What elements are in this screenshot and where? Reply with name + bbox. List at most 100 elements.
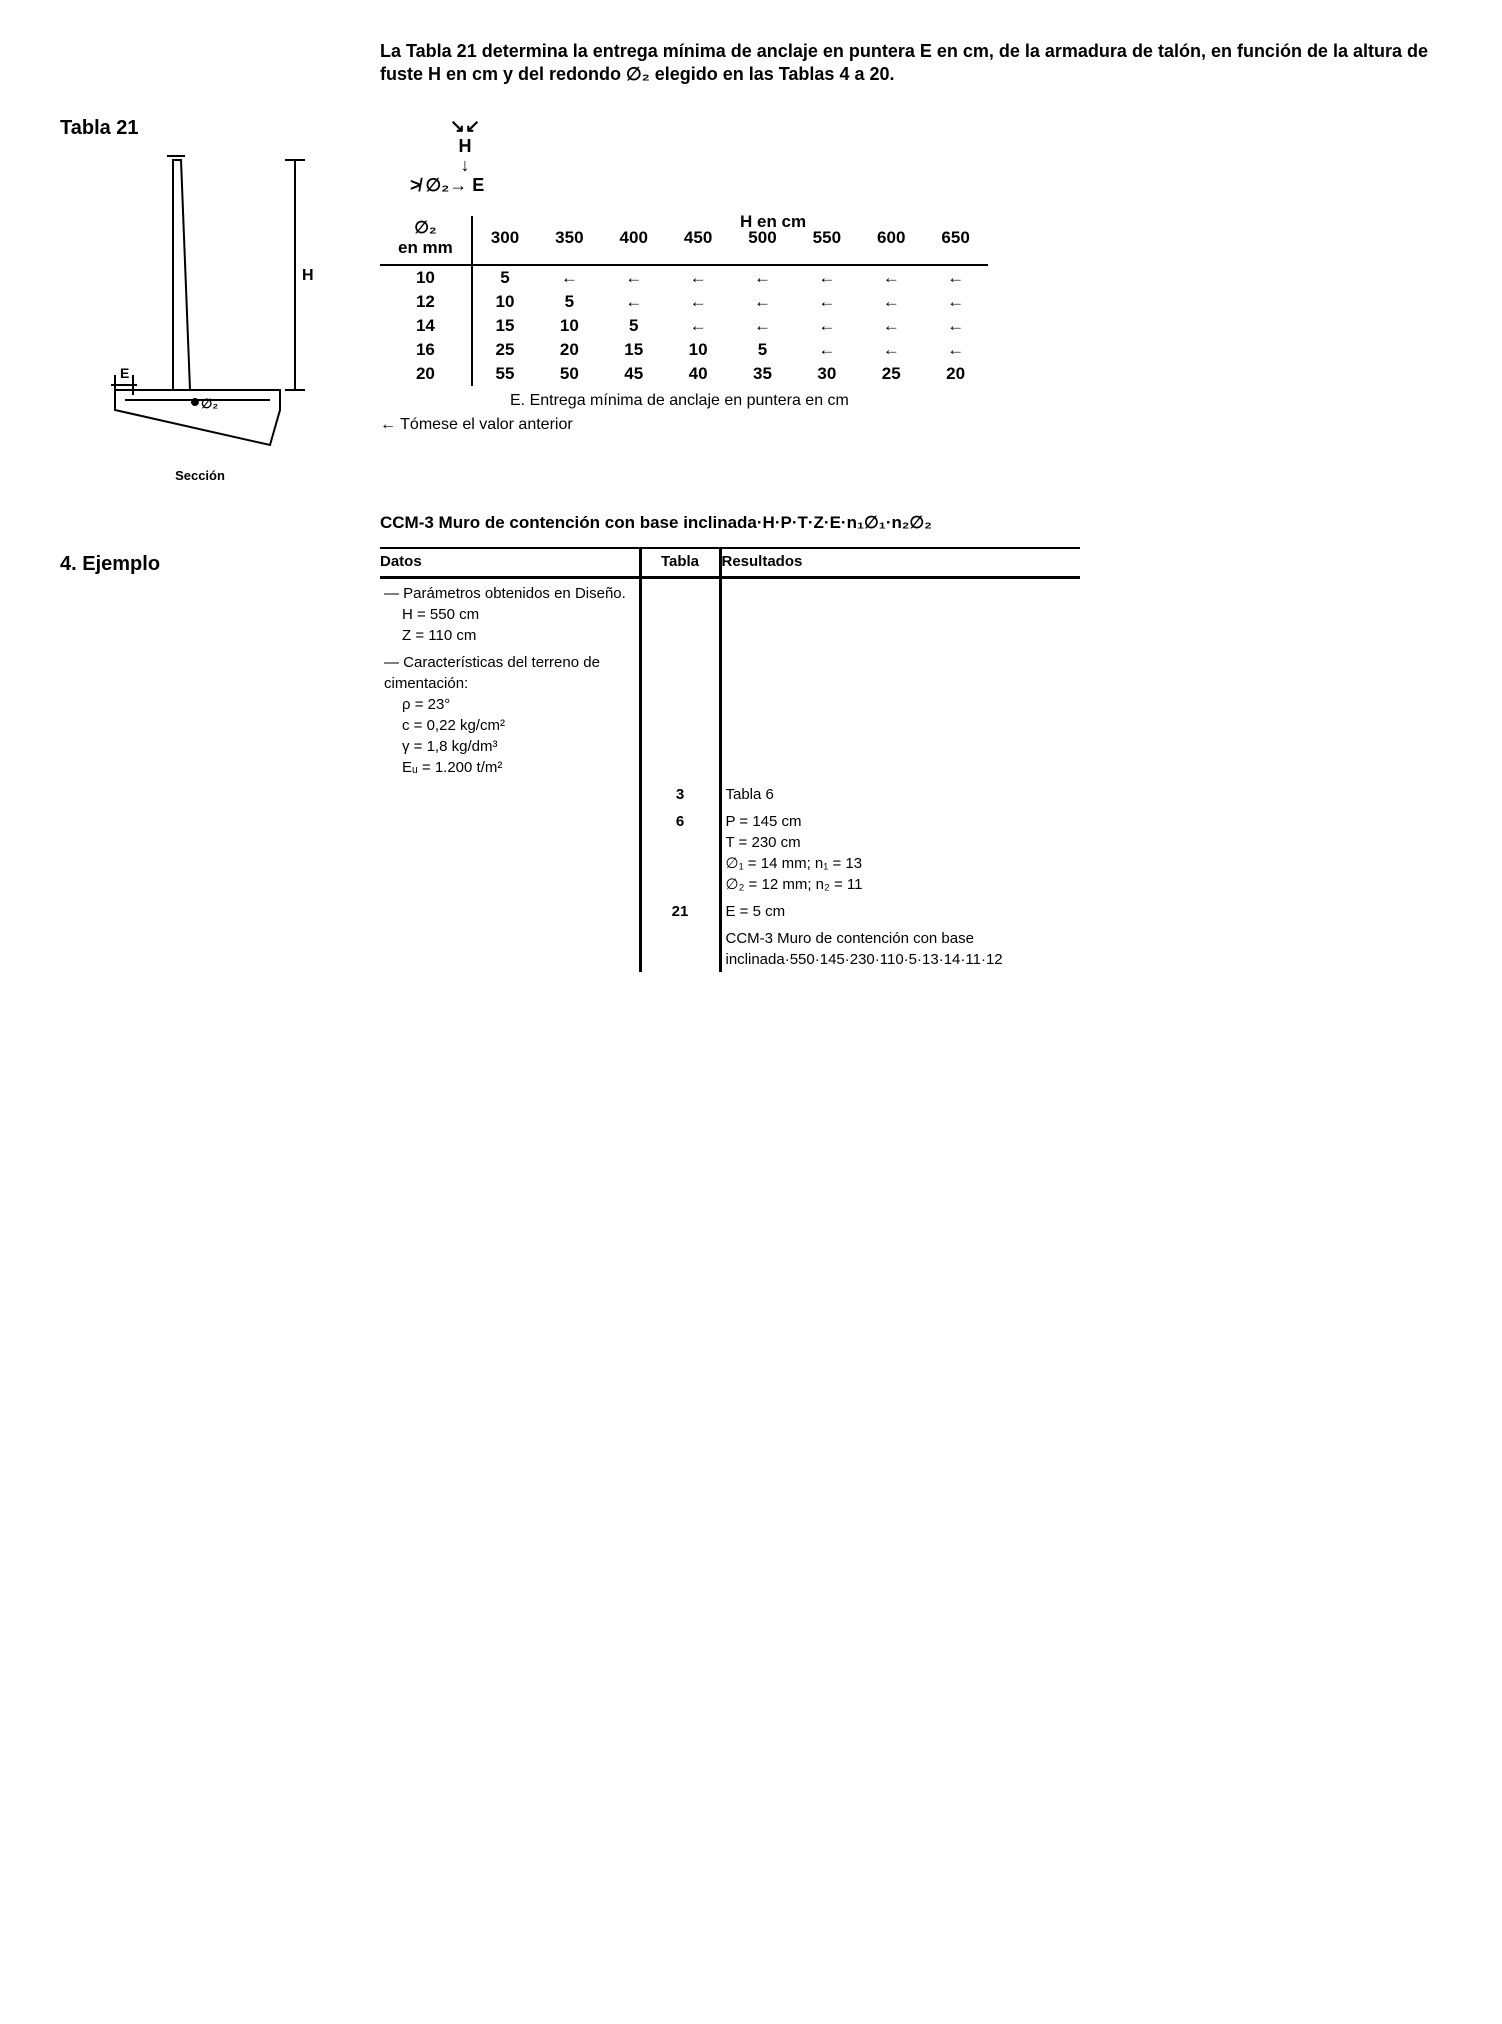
table-row: 21 E = 5 cm (380, 897, 1080, 924)
ej-header-result: Resultados (720, 548, 1080, 578)
ej-final-l2: inclinada·550·145·230·110·5·13·14·11·12 (726, 949, 1071, 970)
cell: 55 (472, 362, 537, 386)
cell: ← (795, 338, 859, 362)
intro-paragraph: La Tabla 21 determina la entrega mínima … (380, 40, 1442, 87)
ej-header-datos: Datos (380, 548, 640, 578)
cell: ← (795, 314, 859, 338)
tabla21-heading: Tabla 21 (60, 117, 340, 140)
svg-label-E: E (120, 365, 129, 381)
col-650: 650 (923, 216, 987, 265)
table-row: CCM-3 Muro de contención con base inclin… (380, 924, 1080, 972)
datos-b1-l2: Z = 110 cm (384, 625, 629, 646)
table-row: 12105←←←←←← (380, 290, 988, 314)
table-row: 105←←←←←←← (380, 265, 988, 290)
h-arrow-diagram: ↘↙ H ↓ ≯ ∅₂→ E (410, 117, 1442, 196)
cell: ← (859, 314, 923, 338)
cell: 25 (472, 338, 537, 362)
cell: ← (730, 290, 794, 314)
section-diagram: H E ∅₂ (85, 150, 315, 460)
cell: 20 (537, 338, 601, 362)
datos-block2-title: Características del terreno de cimentaci… (384, 654, 600, 692)
ej-row6-l3: ∅₁ = 14 mm; n₁ = 13 (726, 853, 1071, 874)
table-row: 6 P = 145 cm T = 230 cm ∅₁ = 14 mm; n₁ =… (380, 807, 1080, 897)
cell: 35 (730, 362, 794, 386)
ej-row6-l4: ∅₂ = 12 mm; n₂ = 11 (726, 874, 1071, 895)
cell: ← (730, 265, 794, 290)
col-450: 450 (666, 216, 730, 265)
cell: 25 (859, 362, 923, 386)
svg-label-H: H (302, 267, 314, 284)
row-header-14: 14 (380, 314, 472, 338)
ejemplo-title: CCM-3 Muro de contención con base inclin… (380, 513, 1442, 533)
cell: ← (537, 265, 601, 290)
cell: ← (602, 290, 666, 314)
cell: 5 (472, 265, 537, 290)
ej-row3-tabla: 3 (640, 780, 720, 807)
row-header-10: 10 (380, 265, 472, 290)
cell: 45 (602, 362, 666, 386)
table21-caption: E. Entrega mínima de anclaje en puntera … (510, 392, 1442, 410)
h-diag-l2: H (410, 137, 520, 157)
cell: ← (859, 290, 923, 314)
col-400: 400 (602, 216, 666, 265)
ejemplo-table: Datos Tabla Resultados Parámetros obteni… (380, 547, 1080, 972)
cell: 10 (472, 290, 537, 314)
cell: ← (923, 265, 987, 290)
tabla21-data-table: ∅₂ en mm 300 350 400 450 500 550 600 650… (380, 216, 988, 386)
cell: ← (602, 265, 666, 290)
ej-row6-l1: P = 145 cm (726, 811, 1071, 832)
cell: ← (795, 265, 859, 290)
table-row: 16252015105←←← (380, 338, 988, 362)
row-header-16: 16 (380, 338, 472, 362)
cell: 15 (472, 314, 537, 338)
cell: 15 (602, 338, 666, 362)
datos-b2-l3: γ = 1,8 kg/dm³ (384, 736, 629, 757)
datos-block1-title: Parámetros obtenidos en Diseño. (384, 585, 626, 602)
ej-row3-result: Tabla 6 (720, 780, 1080, 807)
cell: ← (923, 290, 987, 314)
ej-header-tabla: Tabla (640, 548, 720, 578)
col-350: 350 (537, 216, 601, 265)
ej-row6-l2: T = 230 cm (726, 832, 1071, 853)
cell: ← (859, 338, 923, 362)
table-row: 205550454035302520 (380, 362, 988, 386)
ej-final-l1: CCM-3 Muro de contención con base (726, 928, 1071, 949)
h-diag-l3: ↓ (410, 156, 520, 176)
svg-label-phi2: ∅₂ (201, 396, 218, 411)
cell: ← (923, 338, 987, 362)
cell: ← (859, 265, 923, 290)
col-600: 600 (859, 216, 923, 265)
cell: 20 (923, 362, 987, 386)
cell: ← (666, 314, 730, 338)
datos-b2-l2: c = 0,22 kg/cm² (384, 715, 629, 736)
table-row: Parámetros obtenidos en Diseño. H = 550 … (380, 577, 1080, 648)
cell: ← (730, 314, 794, 338)
datos-b2-l1: ρ = 23° (384, 694, 629, 715)
datos-b2-l4: Eᵤ = 1.200 t/m² (384, 757, 629, 778)
cell: 40 (666, 362, 730, 386)
table-row: 1415105←←←←← (380, 314, 988, 338)
cell: 10 (537, 314, 601, 338)
h-diag-l1: ↘↙ (410, 117, 520, 137)
cell: ← (795, 290, 859, 314)
table-row: 3 Tabla 6 (380, 780, 1080, 807)
table-super-header: H en cm (740, 212, 806, 232)
datos-b1-l1: H = 550 cm (384, 604, 629, 625)
ej-row6-tabla: 6 (640, 807, 720, 897)
table-row: Características del terreno de cimentaci… (380, 648, 1080, 780)
cell: 50 (537, 362, 601, 386)
table-corner-header: ∅₂ en mm (380, 216, 472, 265)
cell: 5 (537, 290, 601, 314)
ejemplo-heading: 4. Ejemplo (60, 553, 340, 576)
tomese-note: ← Tómese el valor anterior (380, 416, 1442, 434)
seccion-caption: Sección (60, 468, 340, 483)
cell: 30 (795, 362, 859, 386)
cell: 10 (666, 338, 730, 362)
cell: ← (666, 290, 730, 314)
cell: 5 (602, 314, 666, 338)
cell: ← (666, 265, 730, 290)
h-diag-l4: ≯ ∅₂→ E (410, 176, 560, 196)
ej-row21-tabla: 21 (640, 897, 720, 924)
cell: 5 (730, 338, 794, 362)
row-header-12: 12 (380, 290, 472, 314)
